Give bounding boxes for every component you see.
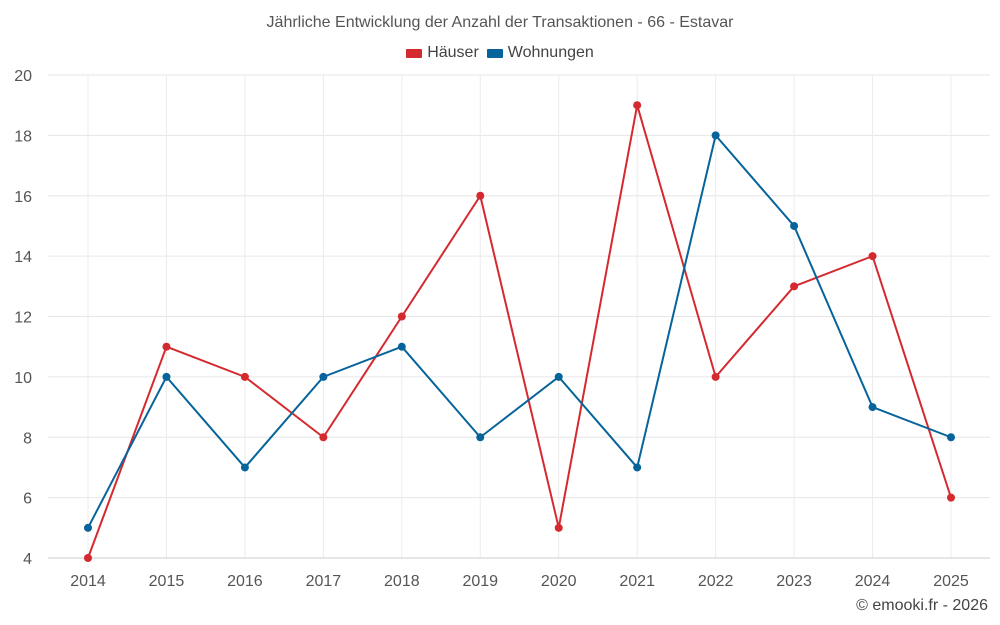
- point-haeuser-2018: [397, 312, 406, 321]
- axes: 4 6 8 10 12 14 16 18 20 2014 2015 2016 2017 2018 2019 2…: [14, 68, 990, 590]
- series-line-haeuser: [87, 104, 952, 559]
- y-tick-label-12: 12: [14, 310, 32, 327]
- legend-label-wohnungen: Wohnungen: [507, 44, 594, 61]
- chart-title: Jährliche Entwicklung der Anzahl der Tra…: [266, 14, 734, 31]
- y-tick-label-8: 8: [23, 430, 32, 447]
- x-tick-label-2014: 2014: [70, 573, 106, 590]
- x-tick-label-2024: 2024: [855, 573, 891, 590]
- x-tick-label-2015: 2015: [149, 573, 185, 590]
- x-tick-label-2020: 2020: [541, 573, 577, 590]
- y-tick-label-4: 4: [23, 551, 32, 568]
- y-tick-label-10: 10: [14, 370, 32, 387]
- point-wohnungen-2022: [711, 131, 720, 140]
- point-wohnungen-2020: [554, 372, 563, 381]
- x-tick-label-2019: 2019: [462, 573, 498, 590]
- point-wohnungen-2017: [319, 372, 328, 381]
- credit-text: © emooki.fr - 2026: [856, 597, 988, 614]
- point-wohnungen-2019: [476, 433, 485, 442]
- point-wohnungen-2016: [240, 463, 249, 472]
- x-tick-label-2018: 2018: [384, 573, 420, 590]
- grid: [48, 74, 990, 559]
- y-tick-label-18: 18: [14, 128, 32, 145]
- point-haeuser-2017: [319, 433, 328, 442]
- point-wohnungen-2018: [397, 342, 406, 351]
- point-haeuser-2023: [790, 282, 799, 291]
- legend-item-wohnungen[interactable]: Wohnungen: [486, 44, 594, 62]
- x-tick-label-2016: 2016: [227, 573, 263, 590]
- legend-label-haeuser: Häuser: [427, 44, 479, 61]
- y-tick-label-14: 14: [14, 249, 32, 266]
- x-tick-label-2023: 2023: [776, 573, 812, 590]
- legend-item-haeuser[interactable]: Häuser: [406, 44, 479, 62]
- point-haeuser-2020: [554, 523, 563, 532]
- point-haeuser-2024: [868, 252, 877, 261]
- y-tick-label-16: 16: [14, 189, 32, 206]
- point-haeuser-2014: [84, 554, 92, 562]
- point-haeuser-2022: [711, 372, 720, 381]
- legend-swatch-haeuser: [406, 48, 423, 58]
- y-tick-label-6: 6: [23, 491, 32, 508]
- legend: Häuser Wohnungen: [0, 44, 1000, 62]
- x-tick-label-2021: 2021: [619, 573, 655, 590]
- x-tick-label-2022: 2022: [698, 573, 734, 590]
- series-lines: [84, 101, 955, 562]
- x-tick-label-2017: 2017: [306, 573, 342, 590]
- point-haeuser-2016: [240, 372, 249, 381]
- y-tick-label-20: 20: [14, 68, 32, 85]
- point-wohnungen-2024: [868, 403, 877, 412]
- point-haeuser-2015: [162, 342, 171, 351]
- point-wohnungen-2021: [633, 463, 642, 472]
- point-haeuser-2025: [947, 493, 955, 502]
- point-haeuser-2021: [633, 101, 642, 110]
- point-haeuser-2019: [476, 191, 485, 200]
- x-tick-label-2025: 2025: [933, 573, 969, 590]
- point-wohnungen-2015: [162, 372, 171, 381]
- point-wohnungen-2023: [790, 221, 799, 230]
- point-wohnungen-2014: [84, 523, 92, 532]
- legend-swatch-wohnungen: [486, 48, 503, 58]
- point-wohnungen-2025: [947, 433, 955, 442]
- series-line-wohnungen: [87, 134, 952, 529]
